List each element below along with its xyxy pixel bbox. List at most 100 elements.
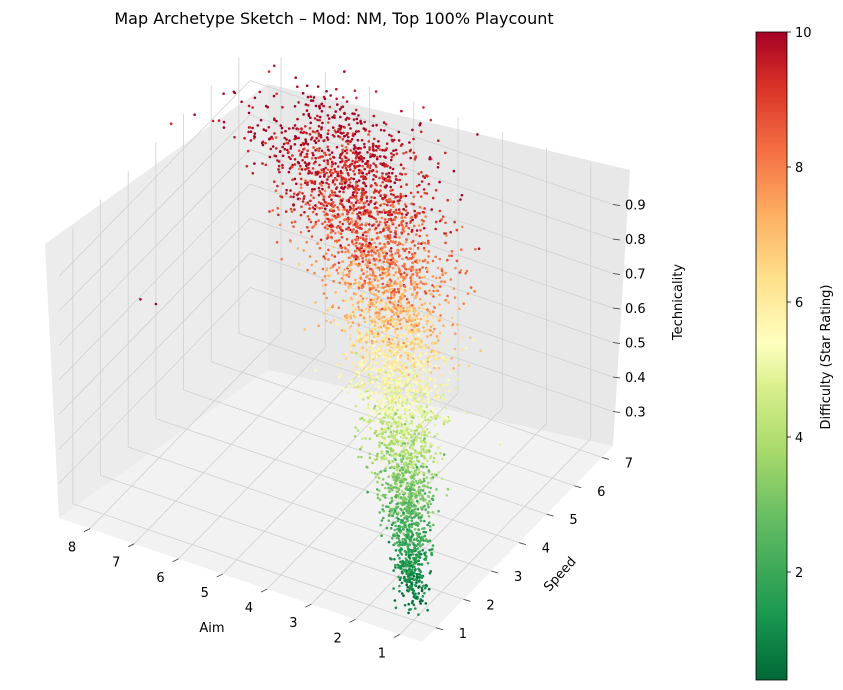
data-point: [434, 352, 438, 355]
data-point: [405, 366, 408, 369]
data-point: [380, 175, 384, 178]
data-point: [410, 283, 413, 286]
data-point: [420, 586, 424, 590]
data-point: [373, 320, 377, 324]
data-point: [394, 369, 397, 372]
data-point: [409, 365, 412, 369]
data-point: [393, 426, 396, 429]
data-point: [429, 502, 433, 506]
data-point: [347, 256, 351, 260]
data-point: [371, 368, 375, 372]
data-point: [366, 230, 369, 233]
data-point: [421, 282, 425, 286]
data-point: [431, 259, 435, 263]
data-point: [388, 237, 391, 241]
data-point: [249, 130, 253, 133]
data-point: [380, 210, 384, 214]
data-point: [362, 339, 365, 342]
data-point: [368, 351, 371, 355]
data-point: [390, 454, 394, 457]
data-point: [363, 201, 367, 205]
data-point: [351, 341, 355, 345]
data-point: [310, 235, 314, 238]
data-point: [372, 143, 375, 147]
data-point: [383, 242, 386, 246]
data-point: [461, 336, 465, 340]
data-point: [342, 187, 346, 190]
data-point: [390, 291, 393, 294]
data-point: [380, 286, 383, 290]
data-point: [359, 347, 362, 351]
data-point: [393, 534, 397, 538]
data-point: [386, 210, 389, 214]
data-point: [384, 486, 387, 490]
data-point: [376, 279, 380, 283]
data-point: [323, 257, 327, 260]
data-point: [423, 519, 426, 523]
data-point: [417, 467, 420, 471]
data-point: [344, 166, 348, 170]
data-point: [438, 257, 442, 261]
data-point: [390, 284, 394, 288]
data-point: [396, 357, 400, 361]
data-point: [340, 250, 344, 254]
data-point: [318, 207, 322, 210]
data-point: [354, 244, 358, 248]
data-point: [432, 295, 435, 298]
data-point: [368, 146, 371, 149]
data-point: [390, 351, 394, 354]
data-point: [306, 215, 310, 218]
z-tick-mark: [612, 376, 621, 379]
data-point: [348, 265, 351, 269]
data-point: [403, 425, 407, 429]
data-point: [336, 272, 340, 275]
data-point: [400, 220, 404, 223]
data-point: [403, 543, 407, 547]
data-point: [406, 401, 410, 404]
data-point: [381, 177, 385, 180]
data-point: [395, 152, 399, 155]
data-point: [380, 319, 383, 323]
data-point: [431, 408, 435, 412]
data-point: [316, 129, 319, 133]
data-point: [438, 180, 441, 184]
data-point: [349, 325, 353, 328]
data-point: [390, 155, 394, 159]
data-point: [437, 509, 440, 513]
data-point: [405, 450, 408, 453]
data-point: [294, 76, 298, 79]
data-point: [318, 175, 322, 178]
data-point: [347, 275, 351, 278]
data-point: [397, 534, 401, 538]
data-point: [353, 173, 357, 176]
data-point: [437, 368, 440, 371]
data-point: [310, 190, 314, 193]
grid-line-back-tech: [249, 114, 614, 240]
data-point: [359, 274, 363, 278]
data-point: [387, 171, 391, 175]
data-point: [372, 114, 376, 118]
data-point: [362, 193, 366, 196]
data-point: [367, 304, 370, 307]
data-point: [415, 544, 418, 547]
x-tick-label: 3: [289, 616, 297, 631]
data-point: [398, 584, 401, 588]
data-point: [407, 611, 410, 615]
data-point: [340, 276, 344, 280]
data-point: [410, 412, 414, 416]
data-point: [379, 523, 383, 527]
data-point: [321, 121, 324, 125]
data-point: [397, 407, 400, 410]
data-point: [297, 136, 301, 140]
data-point: [408, 257, 412, 260]
data-point: [357, 455, 360, 459]
data-point: [268, 210, 271, 213]
data-point: [365, 348, 369, 352]
data-point: [307, 229, 311, 233]
data-point: [328, 153, 331, 157]
data-point: [367, 140, 371, 143]
data-point: [425, 192, 429, 195]
data-point: [253, 135, 257, 139]
data-point: [320, 109, 324, 113]
data-point: [426, 561, 430, 565]
